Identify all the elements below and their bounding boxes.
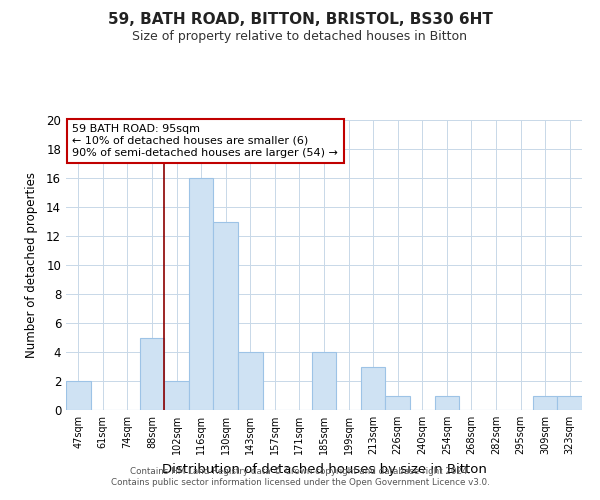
Bar [214,222,238,410]
Bar [164,381,189,410]
Bar [66,381,91,410]
Bar [238,352,263,410]
Bar [434,396,459,410]
Bar [140,338,164,410]
Bar [361,366,385,410]
Text: 59, BATH ROAD, BITTON, BRISTOL, BS30 6HT: 59, BATH ROAD, BITTON, BRISTOL, BS30 6HT [107,12,493,28]
Bar [189,178,214,410]
Bar [312,352,336,410]
Bar [533,396,557,410]
Text: Contains HM Land Registry data © Crown copyright and database right 2024.: Contains HM Land Registry data © Crown c… [130,467,470,476]
Bar [385,396,410,410]
Y-axis label: Number of detached properties: Number of detached properties [25,172,38,358]
Text: Size of property relative to detached houses in Bitton: Size of property relative to detached ho… [133,30,467,43]
Bar [557,396,582,410]
Text: Contains public sector information licensed under the Open Government Licence v3: Contains public sector information licen… [110,478,490,487]
Text: 59 BATH ROAD: 95sqm
← 10% of detached houses are smaller (6)
90% of semi-detache: 59 BATH ROAD: 95sqm ← 10% of detached ho… [73,124,338,158]
X-axis label: Distribution of detached houses by size in Bitton: Distribution of detached houses by size … [161,462,487,475]
